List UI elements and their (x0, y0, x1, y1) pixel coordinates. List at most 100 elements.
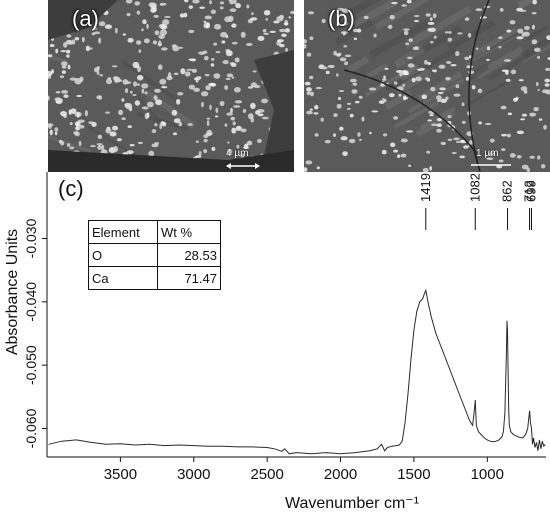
sem-particle (186, 68, 193, 71)
sem-particle (467, 32, 472, 38)
sem-particle (233, 105, 241, 108)
sem-particle (411, 77, 416, 83)
sem-particle (445, 76, 451, 81)
sem-particle (193, 87, 201, 92)
sem-particle (134, 1, 141, 6)
sem-particle (419, 67, 426, 71)
x-tick-label: 2500 (250, 466, 283, 483)
sem-particle (304, 44, 307, 49)
sem-particle (379, 84, 386, 87)
sem-particle (459, 155, 466, 159)
panel-label-a: (a) (72, 6, 99, 31)
sem-particle (427, 119, 433, 122)
sem-particle (537, 55, 541, 59)
sem-particle (447, 37, 453, 42)
sem-particle (224, 84, 229, 90)
sem-particle (224, 123, 228, 127)
sem-particle (250, 102, 256, 110)
sem-particle (526, 167, 530, 172)
sem-particle (273, 20, 280, 24)
sem-particle (533, 47, 541, 52)
sem-particle (148, 2, 156, 8)
sem-particle (61, 65, 67, 69)
sem-particle (415, 76, 422, 82)
sem-particle (407, 56, 413, 60)
sem-particle (503, 59, 512, 62)
sem-particle (65, 49, 71, 54)
sem-particle (457, 32, 463, 35)
sem-particle (459, 140, 467, 144)
sem-particle (73, 131, 79, 135)
sem-particle (191, 68, 198, 73)
sem-particle (76, 112, 80, 118)
sem-particle (252, 70, 257, 73)
sem-particle (407, 63, 415, 68)
sem-particle (213, 73, 221, 79)
sem-particle (336, 103, 342, 109)
sem-particle (196, 76, 202, 80)
sem-particle (243, 143, 249, 149)
sem-particle (391, 1, 398, 5)
sem-particle (215, 107, 219, 114)
sem-particle (463, 145, 469, 149)
sem-particle (210, 63, 215, 67)
sem-particle (203, 20, 207, 24)
sem-particle (447, 138, 453, 141)
sem-grain (419, 106, 456, 130)
sem-particle (314, 104, 319, 110)
sem-particle (231, 76, 235, 79)
sem-particle (230, 108, 233, 114)
sem-particle (146, 101, 154, 108)
sem-particle (54, 131, 58, 136)
sem-particle (384, 67, 389, 70)
sem-particle (306, 110, 313, 115)
sem-particle (506, 133, 512, 138)
sem-particle (176, 98, 181, 105)
sem-particle (284, 28, 290, 33)
sem-particle (406, 130, 414, 133)
sem-particle (226, 112, 233, 116)
sem-particle (465, 76, 470, 81)
sem-particle (424, 59, 428, 65)
sem-particle (134, 100, 141, 106)
sem-particle (49, 129, 53, 136)
sem-particle (501, 148, 506, 151)
sem-particle (61, 90, 69, 94)
sem-particle (468, 55, 472, 59)
sem-particle (63, 41, 68, 48)
sem-particle (242, 108, 247, 114)
sem-particle (203, 134, 209, 139)
sem-grain (525, 25, 549, 41)
sem-particle (203, 55, 209, 61)
sem-particle (179, 13, 185, 18)
sem-crack (343, 69, 481, 172)
sem-particle (349, 113, 354, 118)
sem-particle (430, 123, 438, 127)
sem-particle (498, 159, 504, 163)
sem-particle (484, 122, 492, 126)
sem-particle (283, 22, 289, 26)
sem-particle (133, 81, 138, 87)
sem-grain (474, 46, 525, 80)
sem-particle (261, 116, 269, 120)
sem-particle (226, 148, 233, 155)
sem-particle (408, 38, 413, 42)
sem-particle (162, 19, 170, 26)
sem-particle (227, 141, 230, 144)
sem-particle (54, 97, 61, 102)
sem-particle (183, 12, 188, 18)
sem-particle (398, 93, 402, 97)
sem-particle (248, 86, 253, 89)
sem-grain (374, 0, 428, 31)
sem-particle (125, 0, 133, 4)
peak-label: 1082 (467, 173, 482, 202)
sem-particle (188, 29, 195, 34)
sem-particle (429, 114, 434, 117)
sem-particle (233, 87, 241, 93)
sem-particle (309, 36, 314, 41)
sem-particle (500, 105, 507, 110)
sem-particle (387, 24, 393, 29)
sem-particle (505, 78, 511, 82)
sem-particle (515, 96, 519, 101)
sem-particle (382, 78, 387, 81)
